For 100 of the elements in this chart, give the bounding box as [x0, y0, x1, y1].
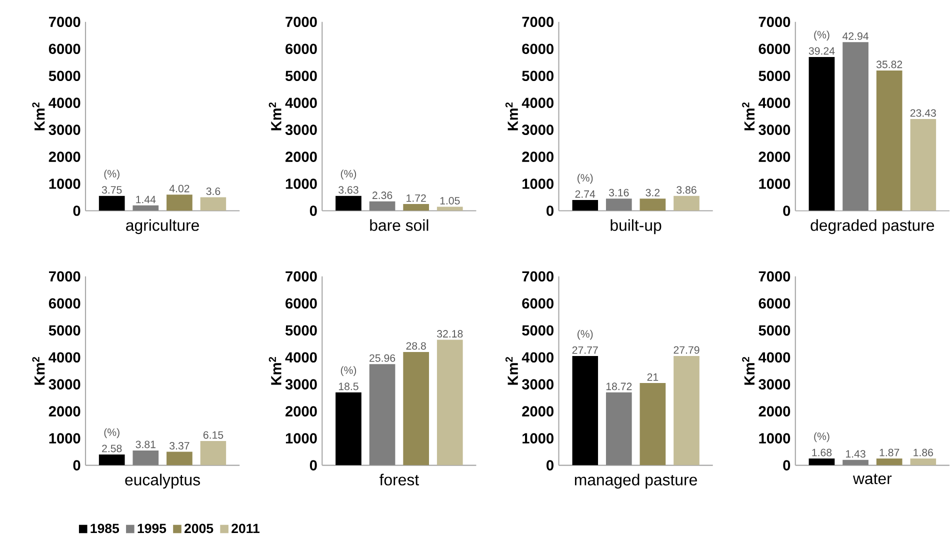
x-axis-title: water	[852, 474, 892, 484]
annotation: 3.75	[102, 186, 122, 194]
annotation: 2.74	[575, 190, 596, 198]
x-axis-title: built-up	[610, 219, 662, 234]
y-tick-label: 3000	[48, 124, 80, 136]
y-tick-label: 0	[546, 206, 554, 216]
annotation: 1.05	[440, 197, 460, 205]
y-tick-label: 3000	[285, 124, 317, 136]
y-tick-label: 3000	[758, 124, 790, 136]
annotation: 1.87	[880, 448, 900, 456]
legend-label: 1985	[90, 524, 120, 534]
bar	[200, 441, 226, 466]
y-tick-label: 6000	[48, 44, 80, 54]
y-tick-label: 2000	[48, 152, 80, 162]
x-axis-title: bare soil	[370, 219, 428, 231]
x-axis-title: managed pasture	[574, 474, 697, 489]
bar	[336, 392, 362, 466]
y-tick-label: 1000	[522, 433, 554, 444]
annotation: (%)	[340, 366, 356, 376]
annotation: 39.24	[808, 47, 835, 55]
y-tick-label: 1000	[49, 178, 80, 190]
y-tick-label: 7000	[49, 271, 80, 282]
y-tick-label: 5000	[285, 325, 317, 336]
y-axis-title: Km$^{2}$	[268, 102, 282, 130]
annotation: 3.6	[206, 188, 220, 196]
y-tick-label: 6000	[286, 298, 317, 309]
x-axis-title: degraded pasture	[810, 219, 934, 234]
y-tick-label: 6000	[758, 44, 790, 54]
y-tick-label: 4000	[522, 352, 554, 363]
y-tick-label: 7000	[286, 16, 317, 28]
y-tick-label: 7000	[49, 16, 80, 28]
y-tick-label: 1000	[522, 178, 554, 190]
annotation: 18.5	[338, 382, 358, 390]
bar	[842, 42, 868, 211]
annotation: 3.37	[170, 442, 190, 450]
bar	[132, 450, 159, 466]
y-tick-label: 0	[310, 206, 317, 216]
annotation: (%)	[104, 428, 120, 438]
annotation: 3.86	[676, 186, 696, 194]
annotation: 3.2	[646, 188, 660, 196]
y-tick-label: 0	[310, 460, 317, 471]
bar	[808, 57, 835, 211]
annotation: 1.44	[136, 196, 156, 204]
y-tick-label: 7000	[286, 271, 317, 282]
annotation: 32.18	[437, 330, 463, 338]
y-tick-label: 4000	[758, 98, 790, 108]
annotation: (%)	[578, 330, 593, 340]
y-tick-label: 0	[73, 206, 80, 216]
y-tick-label: 2000	[758, 152, 790, 162]
y-tick-label: 2000	[48, 406, 80, 417]
y-axis-title: Km$^{2}$	[268, 357, 282, 385]
y-tick-label: 0	[546, 460, 554, 471]
annotation: 1.68	[812, 448, 832, 456]
y-tick-label: 6000	[48, 298, 80, 309]
annotation: 35.82	[876, 60, 902, 68]
bar	[876, 70, 902, 211]
annotation: 27.79	[674, 346, 700, 354]
y-tick-label: 4000	[48, 352, 80, 363]
y-axis-title: Km$^{2}$	[505, 357, 518, 385]
y-tick-label: 4000	[285, 98, 317, 108]
y-tick-label: 7000	[758, 271, 790, 282]
bar	[336, 196, 362, 211]
y-tick-label: 6000	[286, 44, 317, 54]
annotation: (%)	[340, 170, 356, 180]
bar	[436, 206, 463, 211]
bar	[910, 119, 936, 211]
annotation: 1.43	[846, 450, 866, 458]
y-axis-title: Km$^{2}$	[505, 102, 518, 130]
y-tick-label: 5000	[285, 70, 317, 82]
y-tick-label: 2000	[286, 152, 317, 162]
y-tick-label: 3000	[522, 124, 554, 136]
y-tick-label: 0	[783, 460, 790, 471]
annotation: (%)	[578, 174, 593, 184]
annotation: 25.96	[370, 354, 396, 362]
bar	[674, 356, 700, 466]
y-tick-label: 0	[783, 206, 790, 216]
annotation: 18.72	[606, 382, 632, 390]
bar	[369, 364, 396, 466]
y-tick-label: 7000	[522, 16, 554, 28]
annotation: 3.63	[338, 186, 358, 194]
y-tick-label: 2000	[522, 152, 554, 162]
annotation: 42.94	[842, 32, 868, 40]
y-tick-label: 1000	[286, 433, 317, 444]
y-tick-label: 1000	[759, 178, 790, 190]
y-axis-title: Km$^{2}$	[742, 102, 754, 130]
y-tick-label: 1000	[286, 178, 317, 190]
y-tick-label: 1000	[759, 433, 790, 444]
annotation: 21	[647, 373, 658, 381]
bar	[606, 392, 632, 466]
annotation: 6.15	[203, 431, 224, 439]
x-axis-title: forest	[380, 474, 419, 486]
bar	[403, 204, 430, 211]
y-tick-label: 5000	[48, 70, 80, 82]
y-tick-label: 5000	[758, 325, 790, 336]
y-tick-label: 6000	[522, 298, 554, 309]
annotation: 27.77	[572, 346, 598, 354]
legend-label: 1995	[138, 524, 166, 534]
annotation: 3.16	[608, 188, 629, 196]
annotation: 28.8	[406, 342, 426, 350]
x-axis-title: agriculture	[126, 219, 199, 234]
